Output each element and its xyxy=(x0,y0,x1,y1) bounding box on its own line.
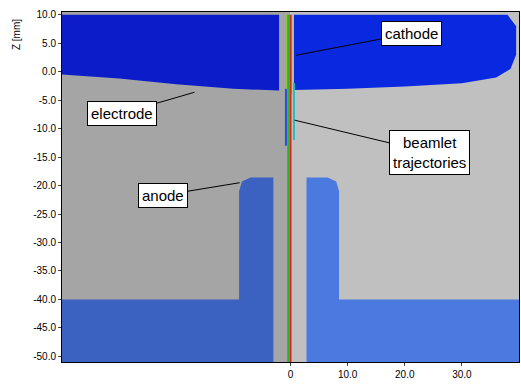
svg-text:-45.0: -45.0 xyxy=(33,322,56,333)
svg-text:electrode: electrode xyxy=(91,105,153,122)
svg-text:-35.0: -35.0 xyxy=(33,265,56,276)
svg-text:20.0: 20.0 xyxy=(395,369,415,380)
svg-text:cathode: cathode xyxy=(385,25,438,42)
svg-text:-5.0: -5.0 xyxy=(39,95,57,106)
svg-text:-20.0: -20.0 xyxy=(33,180,56,191)
svg-text:0: 0 xyxy=(288,369,294,380)
svg-text:-30.0: -30.0 xyxy=(33,237,56,248)
svg-text:anode: anode xyxy=(142,187,184,204)
svg-text:10.0: 10.0 xyxy=(338,369,358,380)
svg-text:0.0: 0.0 xyxy=(42,66,56,77)
svg-text:-40.0: -40.0 xyxy=(33,294,56,305)
svg-text:-25.0: -25.0 xyxy=(33,209,56,220)
svg-text:5.0: 5.0 xyxy=(42,38,56,49)
svg-text:-15.0: -15.0 xyxy=(33,152,56,163)
svg-text:30.0: 30.0 xyxy=(452,369,472,380)
svg-text:-10.0: -10.0 xyxy=(33,123,56,134)
svg-text:beamlettrajectories: beamlettrajectories xyxy=(393,134,466,171)
svg-text:Z [mm]: Z [mm] xyxy=(11,19,22,50)
svg-text:10.0: 10.0 xyxy=(37,9,57,20)
svg-text:-50.0: -50.0 xyxy=(33,351,56,362)
